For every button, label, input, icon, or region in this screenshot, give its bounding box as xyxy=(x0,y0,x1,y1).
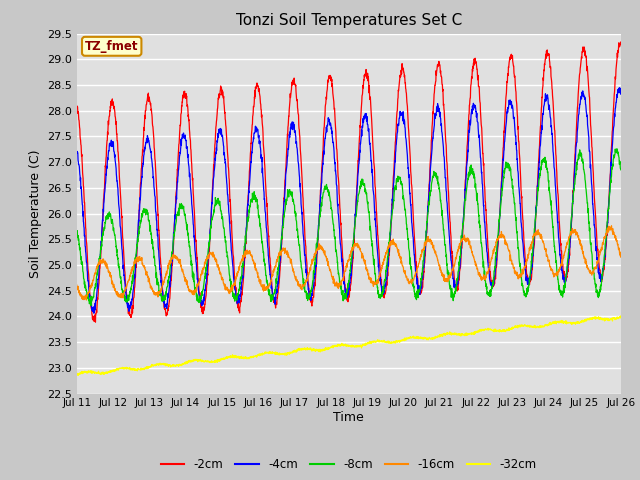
-4cm xyxy=(584,127,592,132)
Line: -32cm: -32cm xyxy=(77,316,621,375)
-16cm xyxy=(617,254,625,260)
-16cm xyxy=(376,269,384,275)
-16cm xyxy=(584,265,592,271)
-32cm xyxy=(569,321,577,326)
-2cm xyxy=(92,319,99,325)
-8cm xyxy=(376,295,384,301)
-2cm xyxy=(225,168,232,174)
Text: TZ_fmet: TZ_fmet xyxy=(85,40,138,53)
-2cm xyxy=(569,191,577,197)
-2cm xyxy=(584,78,592,84)
-8cm xyxy=(569,199,577,205)
-2cm xyxy=(617,39,625,45)
Y-axis label: Soil Temperature (C): Soil Temperature (C) xyxy=(29,149,42,278)
-2cm xyxy=(376,270,384,276)
-32cm xyxy=(225,355,232,360)
Line: -4cm: -4cm xyxy=(77,88,621,313)
-32cm xyxy=(74,372,82,378)
-16cm xyxy=(83,297,90,303)
-16cm xyxy=(569,228,577,233)
Title: Tonzi Soil Temperatures Set C: Tonzi Soil Temperatures Set C xyxy=(236,13,462,28)
-32cm xyxy=(617,313,625,319)
-32cm xyxy=(365,340,372,346)
-8cm xyxy=(584,210,592,216)
Line: -16cm: -16cm xyxy=(77,226,621,300)
-32cm xyxy=(376,338,384,344)
-4cm xyxy=(365,126,372,132)
-16cm xyxy=(73,282,81,288)
-32cm xyxy=(507,326,515,332)
-2cm xyxy=(73,103,81,109)
-8cm xyxy=(613,146,621,152)
-8cm xyxy=(73,228,81,234)
-32cm xyxy=(584,317,592,323)
Line: -8cm: -8cm xyxy=(77,149,621,306)
-8cm xyxy=(87,303,95,309)
-16cm xyxy=(225,289,232,295)
Line: -2cm: -2cm xyxy=(77,42,621,322)
Legend: -2cm, -4cm, -8cm, -16cm, -32cm: -2cm, -4cm, -8cm, -16cm, -32cm xyxy=(156,454,541,476)
-2cm xyxy=(507,52,515,58)
-2cm xyxy=(365,78,372,84)
X-axis label: Time: Time xyxy=(333,411,364,424)
-4cm xyxy=(507,100,515,106)
-2cm xyxy=(617,41,625,47)
-8cm xyxy=(365,210,372,216)
-4cm xyxy=(90,311,98,316)
-4cm xyxy=(73,150,81,156)
-4cm xyxy=(617,91,625,97)
-4cm xyxy=(376,275,384,280)
-16cm xyxy=(507,257,515,263)
-32cm xyxy=(73,371,81,376)
-4cm xyxy=(616,85,623,91)
-4cm xyxy=(569,192,577,198)
-4cm xyxy=(225,209,232,215)
-16cm xyxy=(365,271,372,276)
-8cm xyxy=(507,173,515,179)
-8cm xyxy=(225,263,232,269)
-8cm xyxy=(617,167,625,173)
-16cm xyxy=(607,223,615,228)
